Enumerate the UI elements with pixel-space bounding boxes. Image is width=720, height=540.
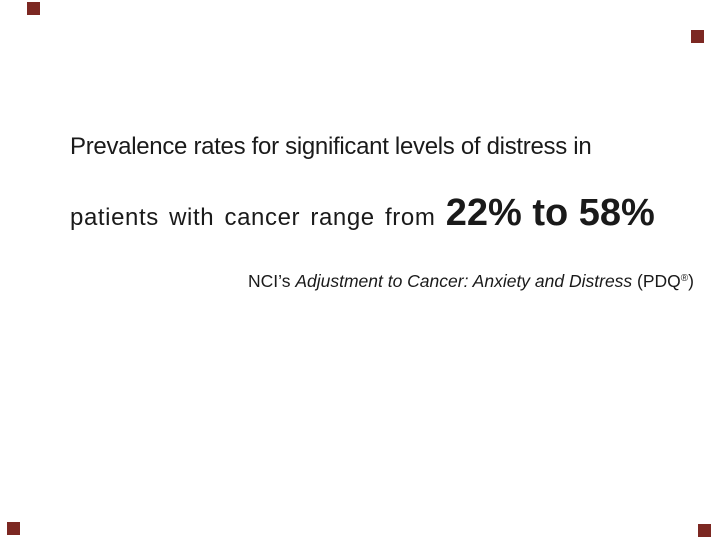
attribution-line: NCI’s Adjustment to Cancer: Anxiety and … <box>248 271 694 292</box>
prevalence-range-highlight: 22% to 58% <box>445 192 655 234</box>
attribution-suffix-open: (PDQ <box>632 271 681 291</box>
attribution-suffix-close: ) <box>688 271 694 291</box>
statement-line-2-text: patients with cancer range from <box>70 204 446 231</box>
attribution-source-title: Adjustment to Cancer: Anxiety and Distre… <box>295 271 633 291</box>
statement-line-2: patients with cancer range from 22% to 5… <box>70 194 655 232</box>
statement-line-1: Prevalence rates for significant levels … <box>70 133 592 160</box>
attribution-prefix: NCI’s <box>247 271 296 291</box>
corner-ornament-top-left <box>27 2 40 15</box>
corner-ornament-bottom-right <box>698 524 711 537</box>
corner-ornament-top-right <box>691 30 704 43</box>
corner-ornament-bottom-left <box>7 522 20 535</box>
registered-trademark-symbol: ® <box>680 273 689 284</box>
